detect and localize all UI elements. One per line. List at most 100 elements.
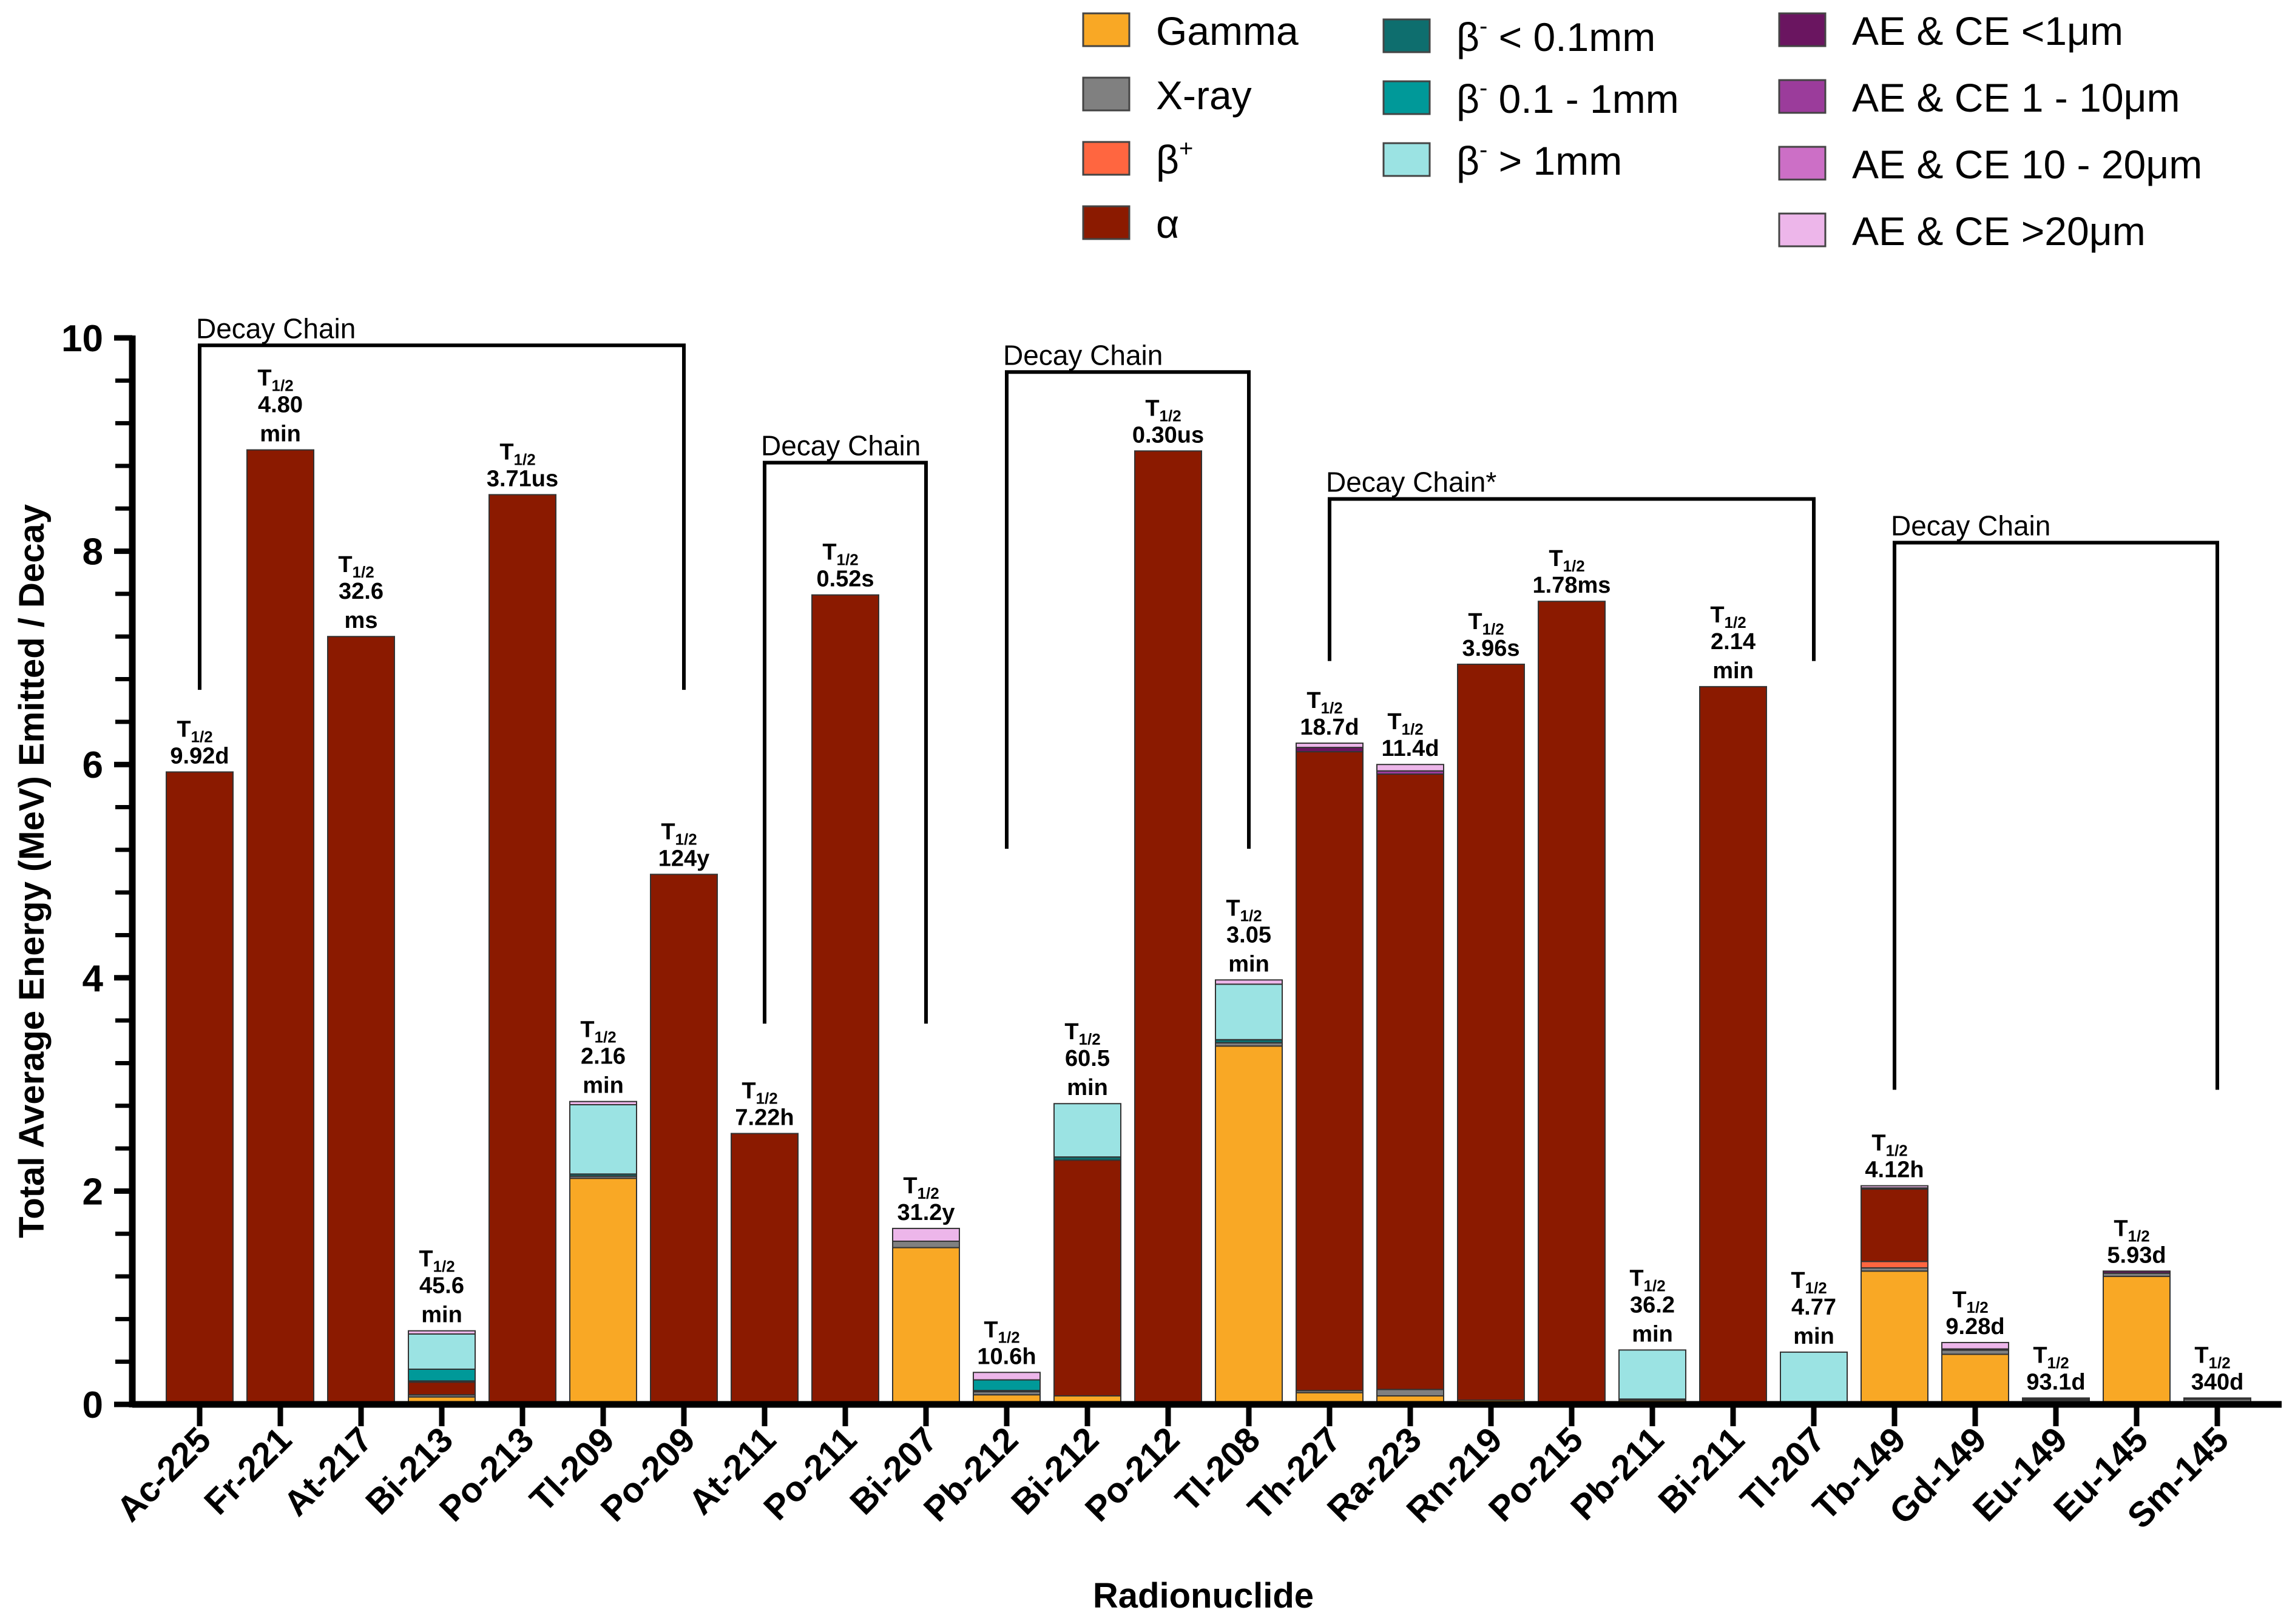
half-life-subscript: 1/2 [1321,699,1343,717]
half-life-value: 4.12h [1865,1157,1924,1183]
half-life-value: 340d [2191,1369,2244,1395]
x-tick-label: Fr-221 [197,1420,299,1522]
half-life-subscript: 1/2 [1725,613,1746,632]
legend-label-sup: - [1479,136,1487,163]
half-life-symbol: T1/2 [1629,1265,1665,1295]
half-life-symbol: T1/2 [257,366,293,395]
bar-segment-aeg20 [1861,1185,1928,1189]
bar-segment-ae10 [2022,1397,2090,1400]
half-life-value: 18.7d [1300,715,1359,740]
bar-segment-aeg20 [408,1330,476,1335]
legend-swatch [1082,205,1131,240]
half-life-value: min [1067,1075,1108,1100]
legend-item-bplus: β+ [1082,135,1193,182]
half-life-subscript: 1/2 [595,1028,617,1046]
half-life-prefix: T [2114,1216,2128,1241]
bar-segment-xray [892,1241,960,1248]
half-life-subscript: 1/2 [433,1258,455,1276]
half-life-symbol: T1/2 [1549,546,1584,575]
half-life-value: min [1793,1324,1834,1349]
bar-segment-xray [1376,1389,1444,1397]
x-tick-label: At-217 [276,1420,380,1523]
bar-segment-alpha [650,874,718,1406]
legend-label-rest: 0.1 - 1mm [1487,76,1678,121]
bar-segment-alpha [166,771,234,1404]
decay-chain-label: Decay Chain [1003,339,1163,371]
decay-chain-bracket [763,460,928,1024]
half-life-symbol: T1/2 [499,439,535,468]
half-life-value: 9.92d [170,744,229,769]
half-life-subscript: 1/2 [998,1328,1020,1346]
half-life-value: 2.16 [581,1044,626,1070]
legend-label: AE & CE 1 - 10μm [1852,75,2180,120]
half-life-subscript: 1/2 [1240,906,1262,925]
legend-label-base: β [1156,137,1179,182]
legend-swatch [1382,142,1431,177]
half-life-value: 5.93d [2107,1242,2166,1268]
decay-chain-bracket [198,343,686,690]
half-life-prefix: T [1145,396,1159,421]
half-life-value: 124y [658,846,710,871]
half-life-prefix: T [419,1247,433,1272]
legend-item-bmg1: β- > 1mm [1382,136,1622,183]
half-life-value: 0.30us [1132,422,1204,448]
half-life-value: 7.22h [735,1105,794,1130]
half-life-symbol: T1/2 [419,1247,455,1276]
bar-segment-alpha [327,636,395,1405]
half-life-symbol: T1/2 [903,1173,939,1202]
half-life-prefix: T [499,439,513,465]
bar-segment-aeg20 [1941,1342,2009,1350]
half-life-subscript: 1/2 [272,377,294,395]
half-life-prefix: T [1226,895,1240,921]
legend-label: β+ [1156,135,1193,182]
decay-chain-label: Decay Chain [1891,510,2050,542]
bar-segment-bplus [1861,1261,1928,1269]
half-life-subscript: 1/2 [1967,1298,1989,1316]
half-life-value: 9.28d [1945,1314,2004,1339]
bar-segment-alpha [731,1133,799,1406]
half-life-value: min [583,1073,624,1099]
half-life-value: 4.77 [1791,1295,1836,1320]
legend-label: β- > 1mm [1456,136,1622,183]
legend-label-base: β [1456,15,1479,59]
legend-swatch [1082,12,1131,47]
bar-segment-gamma [2103,1276,2171,1406]
half-life-prefix: T [177,717,191,743]
half-life-subscript: 1/2 [191,728,213,746]
bar-pb-211: min 36.2T1/2 [1618,1265,1686,1406]
y-tick-label: 6 [83,744,103,786]
legend-label-base: β [1456,76,1479,121]
half-life-subscript: 1/2 [837,551,859,569]
half-life-subscript: 1/2 [756,1089,778,1107]
half-life-symbol: T1/2 [1145,396,1181,425]
legend-label-base: β [1456,138,1479,183]
half-life-prefix: T [1468,609,1482,635]
legend-item-ae20: AE & CE 10 - 20μm [1778,142,2202,187]
bar-segment-aeg20 [892,1227,960,1242]
x-axis-title: Radionuclide [1093,1576,1314,1616]
half-life-value: 36.2 [1630,1292,1675,1318]
x-tick-label: Bi-211 [1651,1420,1752,1521]
bar-segment-alpha [811,594,879,1405]
bar-segment-alpha [1861,1188,1928,1262]
legend-swatch [1082,141,1131,176]
half-life-prefix: T [661,819,675,844]
half-life-subscript: 1/2 [1644,1276,1666,1295]
half-life-symbol: T1/2 [1468,609,1504,638]
bar-segment-bm1 [973,1379,1041,1392]
decay-chain-annotations: Decay Chain Decay Chain Decay Chain Decay C… [196,312,2219,1090]
half-life-symbol: T1/2 [1226,895,1262,925]
half-life-value: 3.96s [1462,636,1519,661]
half-life-subscript: 1/2 [2047,1353,2069,1372]
half-life-value: min [1632,1321,1673,1347]
bar-segment-gamma [1861,1270,1928,1405]
x-tick-label: Ac-225 [109,1420,218,1529]
half-life-prefix: T [257,366,271,391]
legend-swatch [1382,18,1431,53]
bar-segment-bm1 [408,1368,476,1382]
y-tick-label: 2 [83,1171,103,1213]
